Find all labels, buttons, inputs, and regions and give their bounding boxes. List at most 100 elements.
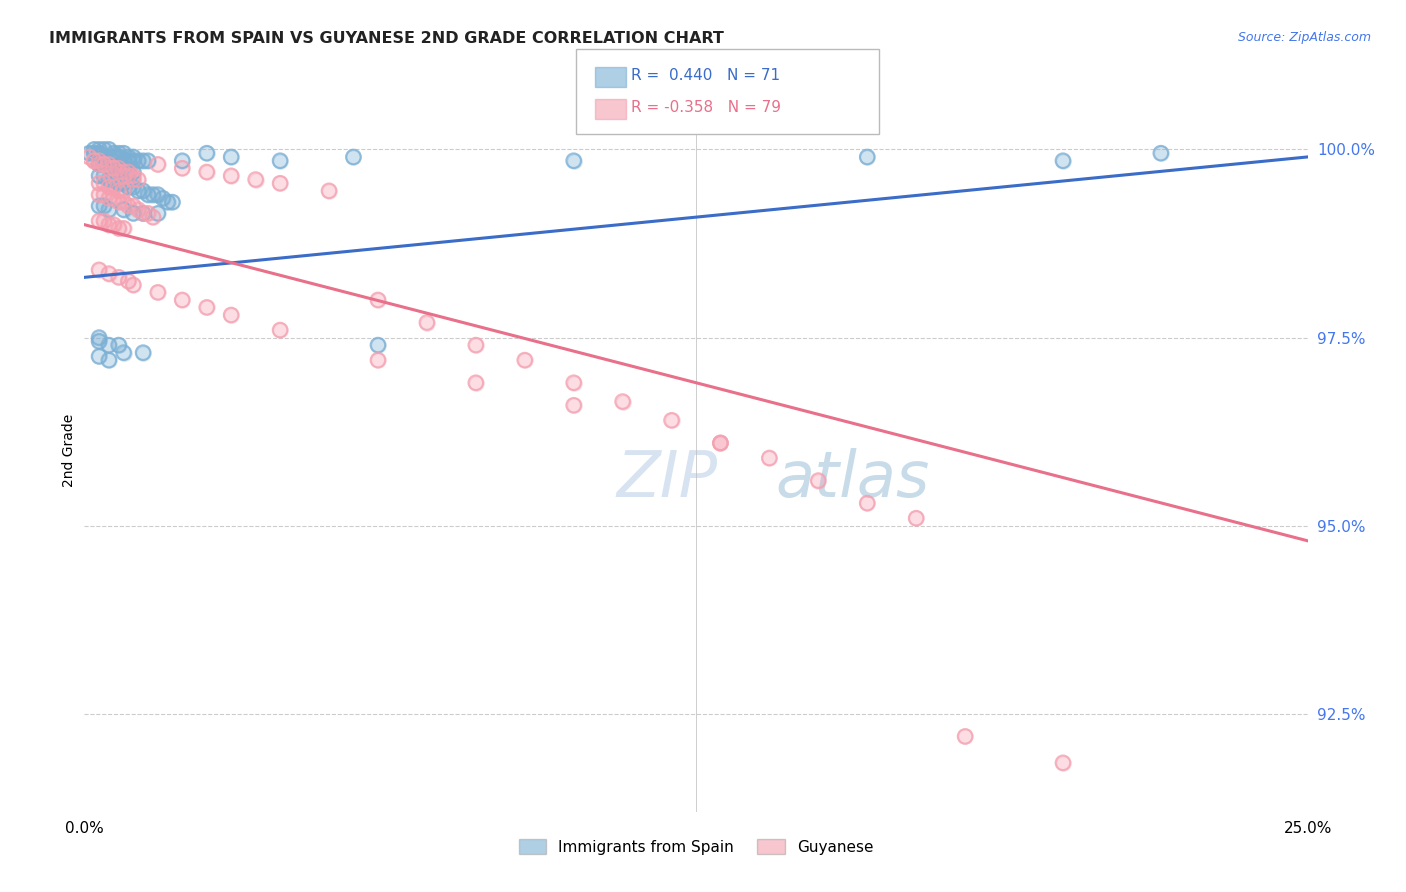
Point <box>661 413 683 427</box>
Point <box>112 202 135 217</box>
Point <box>87 263 110 277</box>
Point <box>77 146 100 161</box>
Text: R = -0.358   N = 79: R = -0.358 N = 79 <box>631 101 782 115</box>
Point <box>219 308 242 322</box>
Point <box>87 153 110 168</box>
Point <box>107 195 129 210</box>
Point <box>83 146 105 161</box>
Point <box>112 345 135 359</box>
Point <box>117 199 139 213</box>
Point <box>195 165 218 179</box>
Point <box>87 330 110 344</box>
Point <box>103 150 125 164</box>
Point <box>132 206 155 220</box>
Y-axis label: 2nd Grade: 2nd Grade <box>62 414 76 487</box>
Point <box>103 150 125 164</box>
Point <box>122 172 145 186</box>
Point <box>103 218 125 232</box>
Point <box>127 184 149 198</box>
Point <box>146 206 169 220</box>
Point <box>136 187 159 202</box>
Point <box>103 180 125 194</box>
Point <box>367 353 389 368</box>
Point <box>83 143 105 157</box>
Point <box>195 165 218 179</box>
Point <box>83 153 105 168</box>
Point <box>87 214 110 228</box>
Point <box>117 169 139 183</box>
Point <box>97 191 120 205</box>
Point <box>97 202 120 217</box>
Point <box>87 176 110 190</box>
Point <box>97 143 120 157</box>
Point <box>112 153 135 168</box>
Point <box>103 161 125 176</box>
Point <box>87 187 110 202</box>
Point <box>464 338 486 352</box>
Point <box>156 195 179 210</box>
Point <box>97 353 120 368</box>
Point <box>87 157 110 171</box>
Point <box>93 157 115 171</box>
Point <box>103 146 125 161</box>
Point <box>172 153 194 168</box>
Point <box>172 161 194 176</box>
Point <box>97 202 120 217</box>
Point <box>709 436 731 450</box>
Point <box>122 206 145 220</box>
Point <box>269 323 291 337</box>
Point <box>112 169 135 183</box>
Point <box>112 176 135 190</box>
Point <box>117 180 139 194</box>
Point <box>112 202 135 217</box>
Point <box>93 187 115 202</box>
Point <box>117 165 139 179</box>
Point <box>269 176 291 190</box>
Point <box>709 436 731 450</box>
Text: R =  0.440   N = 71: R = 0.440 N = 71 <box>631 69 780 83</box>
Point <box>195 146 218 161</box>
Point <box>136 206 159 220</box>
Point <box>807 474 830 488</box>
Point <box>112 146 135 161</box>
Point <box>953 730 976 744</box>
Point <box>97 157 120 171</box>
Point <box>122 172 145 186</box>
Point <box>77 150 100 164</box>
Point <box>93 157 115 171</box>
Point <box>953 730 976 744</box>
Point <box>93 176 115 190</box>
Point <box>87 199 110 213</box>
Point <box>342 150 364 164</box>
Point <box>93 214 115 228</box>
Point <box>856 150 879 164</box>
Point <box>77 150 100 164</box>
Point <box>103 146 125 161</box>
Point <box>117 153 139 168</box>
Point <box>112 221 135 235</box>
Point <box>93 157 115 171</box>
Point <box>87 153 110 168</box>
Point <box>1150 146 1173 161</box>
Point <box>97 172 120 186</box>
Point <box>245 172 267 186</box>
Point <box>97 157 120 171</box>
Point <box>103 218 125 232</box>
Point <box>117 165 139 179</box>
Point <box>93 169 115 183</box>
Text: atlas: atlas <box>776 449 929 510</box>
Point <box>112 195 135 210</box>
Point <box>107 195 129 210</box>
Point <box>107 338 129 352</box>
Point <box>103 161 125 176</box>
Point <box>758 450 780 465</box>
Point <box>132 184 155 198</box>
Point <box>112 153 135 168</box>
Point <box>856 150 879 164</box>
Point <box>132 184 155 198</box>
Point <box>513 353 536 368</box>
Point <box>172 153 194 168</box>
Point <box>152 191 174 205</box>
Point <box>367 338 389 352</box>
Point <box>107 165 129 179</box>
